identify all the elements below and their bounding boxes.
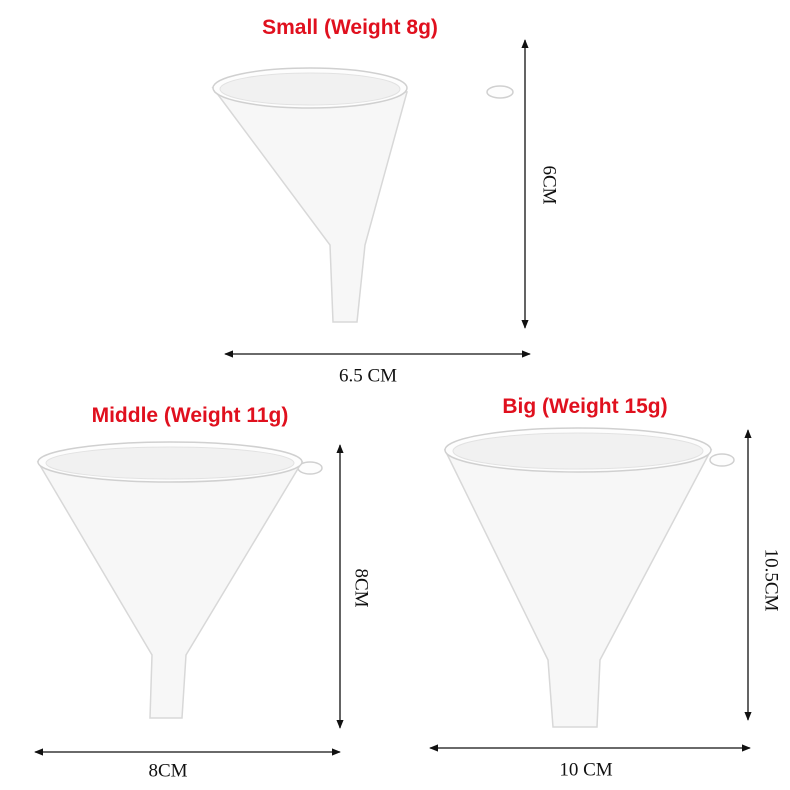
big-funnel (443, 427, 735, 728)
height-label: 6CM (539, 165, 560, 204)
width-label: 8CM (148, 760, 187, 781)
small-funnel (211, 67, 514, 323)
width-label: 10 CM (559, 759, 612, 780)
item-title: Middle (Weight 11g) (92, 404, 289, 427)
height-label: 10.5CM (761, 549, 782, 612)
middle-funnel (36, 441, 323, 719)
width-label: 6.5 CM (339, 365, 397, 386)
height-label: 8CM (351, 568, 372, 607)
item-title: Big (Weight 15g) (502, 395, 667, 418)
item-title: Small (Weight 8g) (262, 16, 438, 39)
